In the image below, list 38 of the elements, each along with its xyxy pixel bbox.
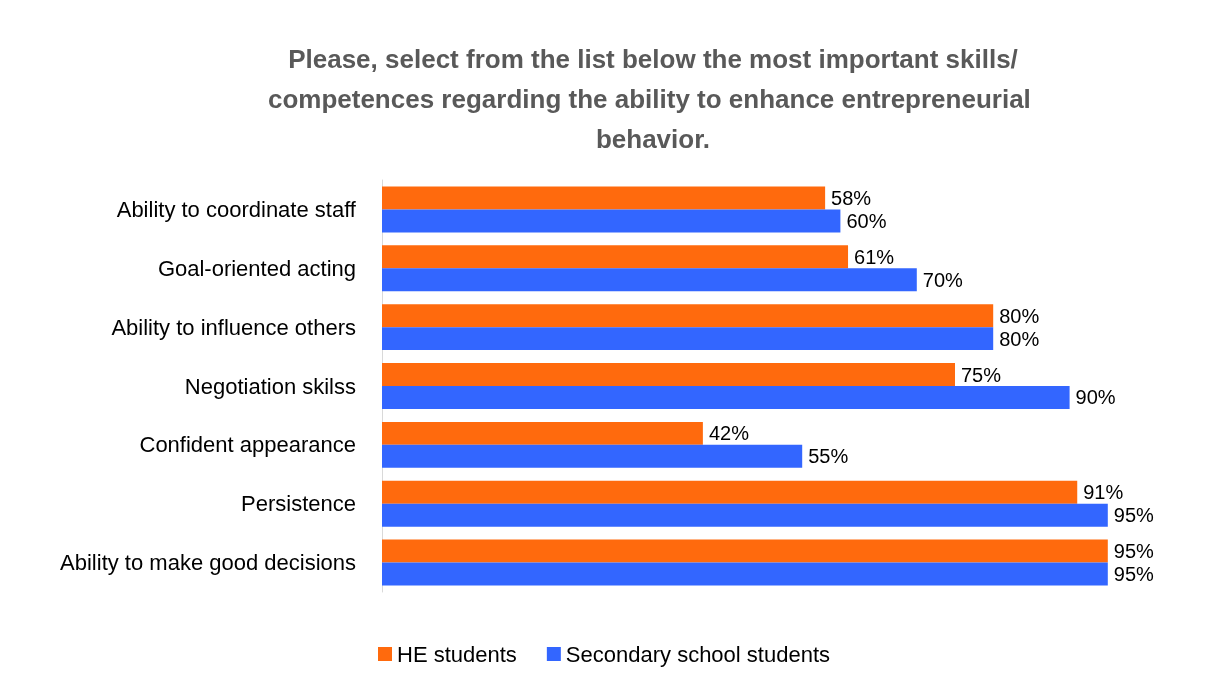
chart-title: Please, select from the list below the most important skills/competences regarding the ability to enhance entrepreneurial behavior.	[267, 44, 1039, 154]
bar	[382, 327, 994, 351]
data-label: 60%	[846, 209, 887, 232]
data-label: 58%	[831, 186, 872, 209]
data-label: 70%	[922, 268, 964, 291]
data-label: 90%	[1075, 386, 1116, 409]
bar	[382, 245, 849, 269]
y-tick-label: Persistence	[241, 491, 356, 517]
bar	[382, 363, 955, 386]
data-label: 91%	[1083, 481, 1124, 504]
data-label: 42%	[708, 422, 750, 445]
bar	[382, 386, 1070, 409]
bar	[382, 444, 803, 468]
y-tick-label: Ability to influence others	[111, 314, 356, 340]
data-label: 95%	[1113, 504, 1155, 527]
data-label: 95%	[1113, 563, 1155, 586]
bar	[382, 304, 994, 328]
y-tick-label: Confident appearance	[139, 432, 356, 458]
bar	[382, 421, 703, 445]
y-tick-label: Ability to make good decisions	[60, 550, 356, 576]
data-label: 80%	[999, 304, 1040, 327]
bar	[382, 539, 1108, 563]
bar	[382, 186, 826, 210]
data-label: 75%	[961, 363, 1002, 386]
y-tick-label: Goal-oriented acting	[157, 255, 356, 281]
data-label: 55%	[808, 445, 849, 468]
legend-label: Secondary school students	[565, 641, 831, 667]
bar	[382, 268, 917, 292]
data-label: 95%	[1113, 540, 1155, 563]
data-label: 80%	[999, 327, 1040, 350]
bar	[382, 480, 1078, 504]
bar	[382, 562, 1108, 586]
data-label: 61%	[854, 245, 895, 268]
legend-label: HE students	[397, 641, 517, 667]
bar	[382, 503, 1108, 527]
y-tick-label: Negotiation skilss	[184, 373, 356, 399]
bar	[382, 209, 841, 233]
y-tick-label: Ability to coordinate staff	[116, 196, 357, 222]
